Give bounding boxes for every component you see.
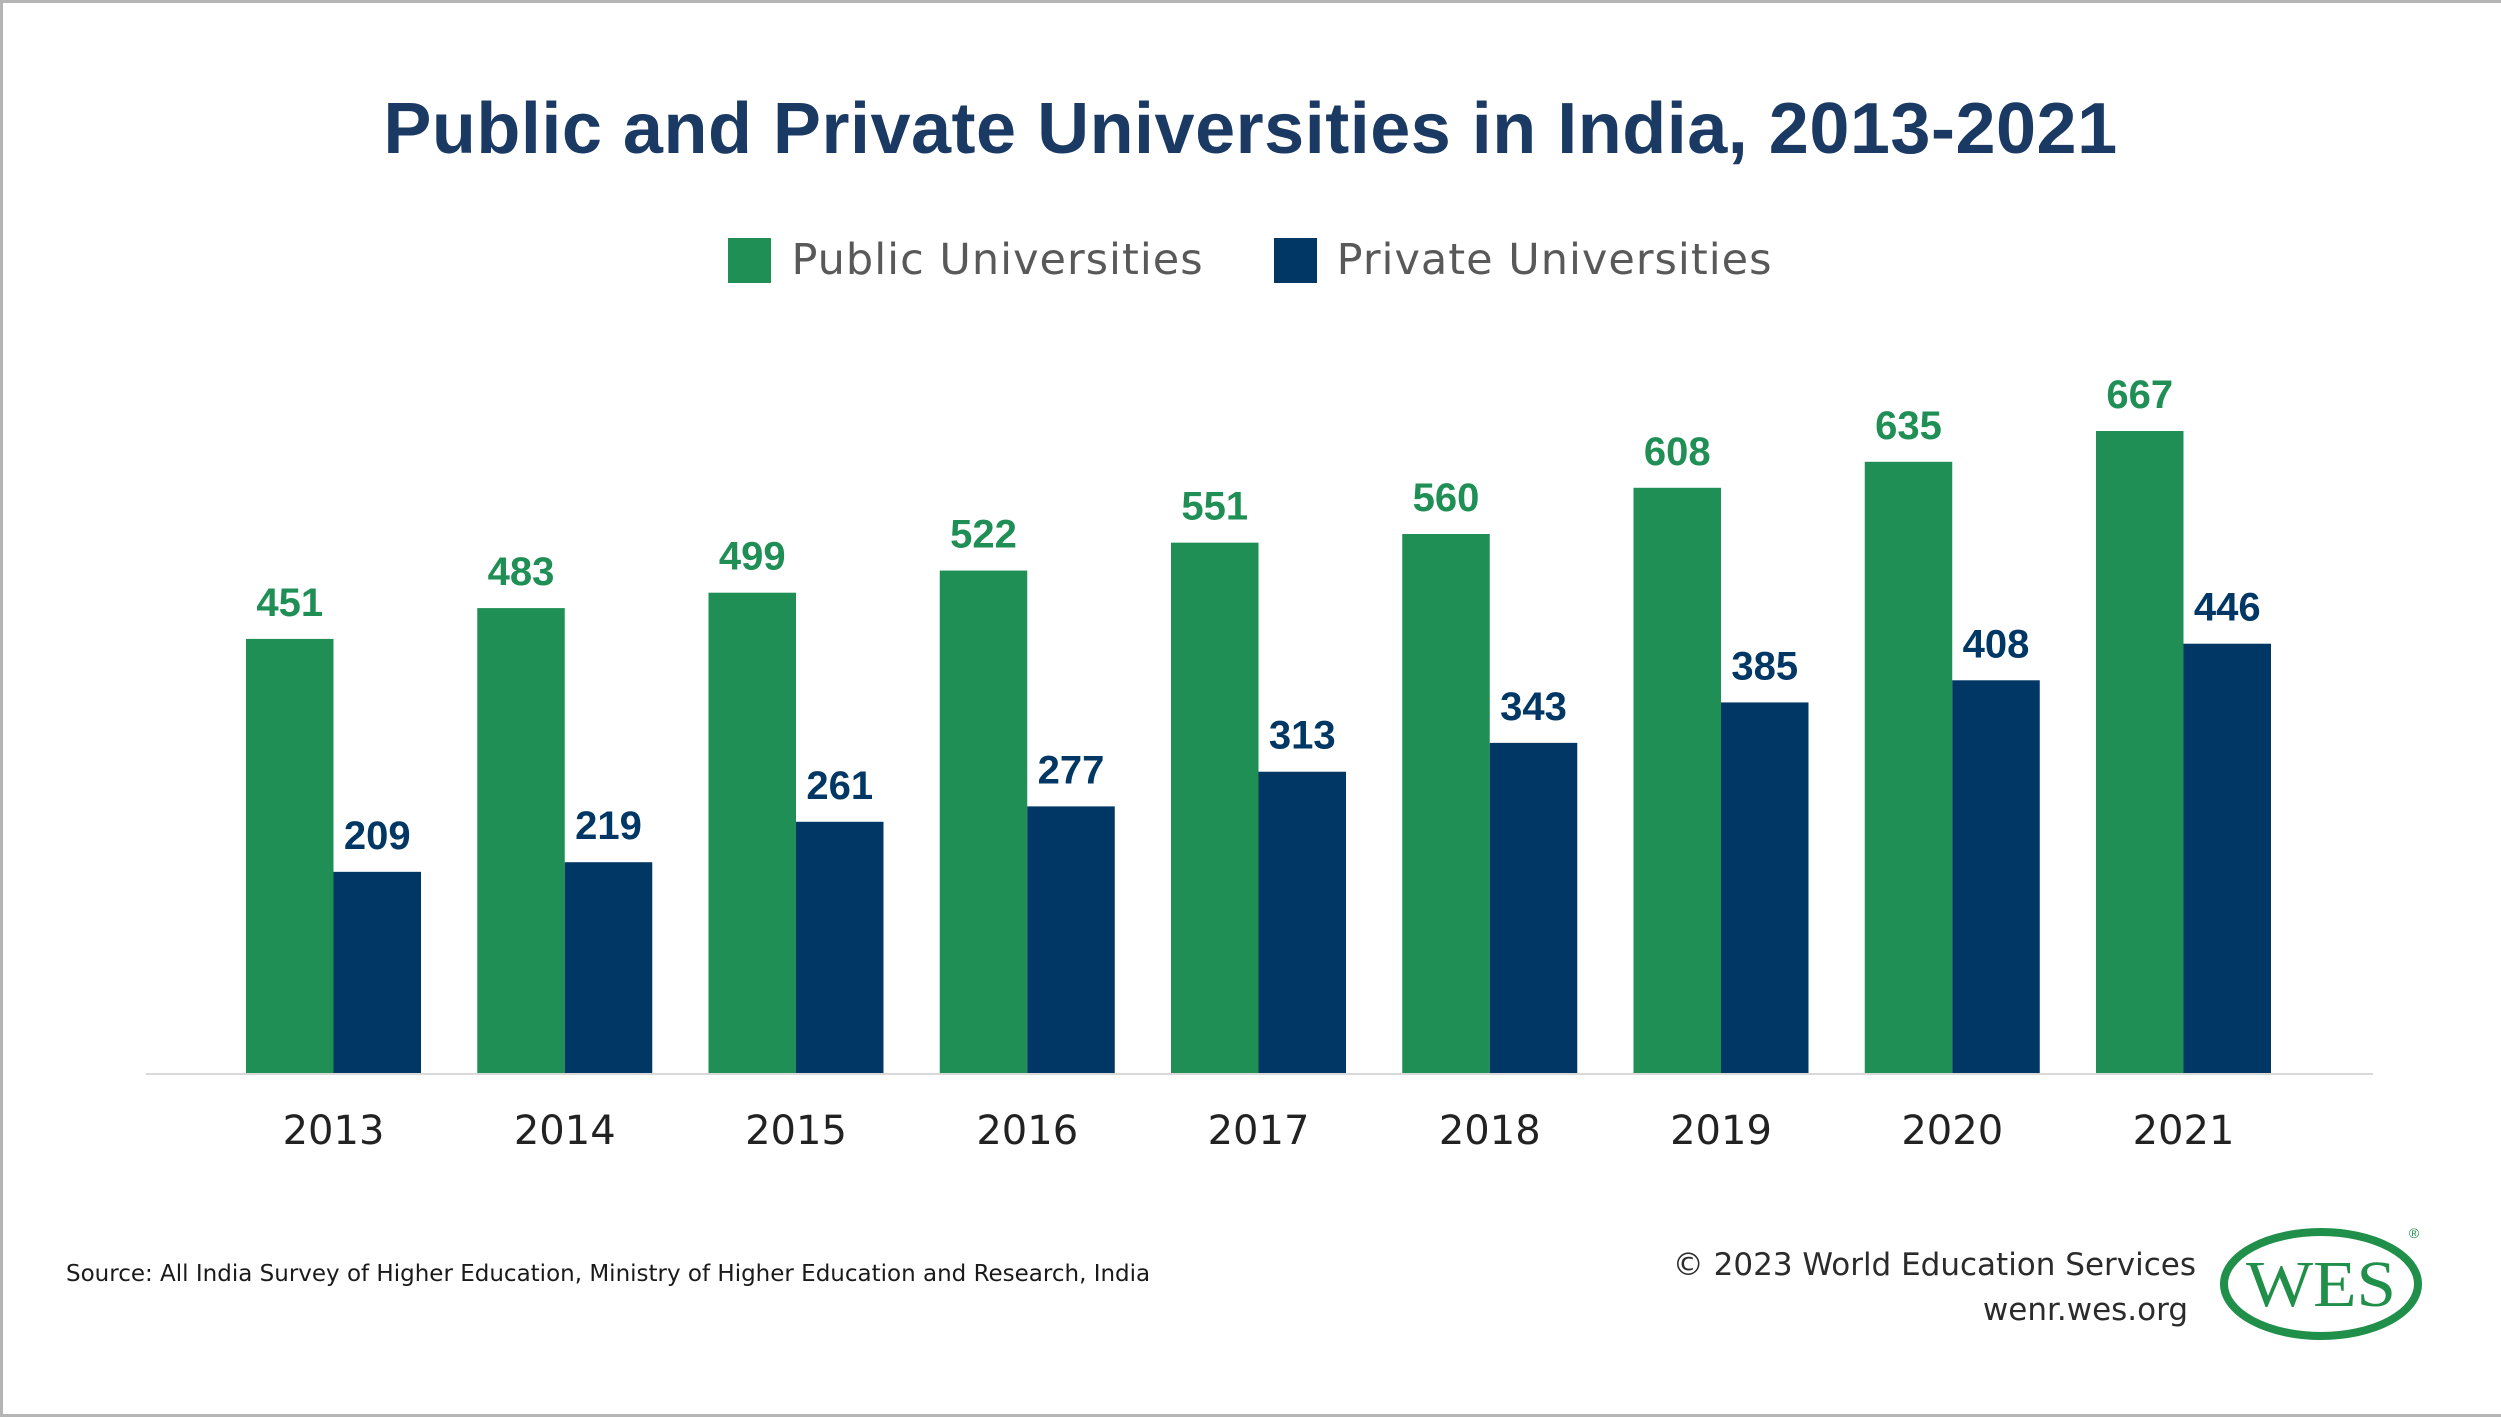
bar-public-2013 [246, 638, 334, 1073]
registered-mark-icon: ® [2409, 1225, 2420, 1241]
bar-private-2021 [2183, 643, 2271, 1073]
bar-public-2020 [1864, 461, 1953, 1073]
value-label-private-2020: 408 [1963, 622, 2030, 666]
x-tick-label-2018: 2018 [1439, 1108, 1541, 1154]
bar-private-2015 [796, 821, 884, 1073]
logo-text: WES [2246, 1248, 2396, 1321]
value-label-private-2017: 313 [1269, 714, 1336, 758]
value-label-public-2020: 635 [1875, 404, 1942, 448]
value-label-public-2017: 551 [1181, 485, 1248, 529]
value-label-public-2019: 608 [1644, 430, 1711, 474]
bar-private-2020 [1952, 680, 2040, 1073]
value-label-public-2014: 483 [488, 550, 555, 594]
wes-logo: WES ® [2220, 1225, 2422, 1340]
bar-private-2019 [1721, 702, 1809, 1073]
value-label-private-2016: 277 [1038, 748, 1105, 792]
legend-label-private: Private Universities [1336, 235, 1773, 285]
legend-item-public: Public Universities [728, 235, 1203, 285]
copyright-text: © 2023 World Education Services [1672, 1247, 2196, 1283]
x-tick-label-2020: 2020 [1901, 1108, 2003, 1154]
value-labels-layer: 451 209 483 219 499 261 522 277 551 313 560 343 608 3… [256, 373, 2260, 858]
bar-private-2018 [1489, 742, 1578, 1073]
legend-item-private: Private Universities [1273, 235, 1773, 285]
bar-private-2013 [333, 871, 421, 1073]
source-note: Source: All India Survey of Higher Educa… [66, 1261, 1151, 1287]
chart-legend: Public Universities Private Universities [0, 232, 2501, 288]
bar-private-2014 [564, 862, 653, 1073]
x-tick-label-2016: 2016 [976, 1108, 1078, 1154]
chart-title: Public and Private Universities in India… [383, 89, 2118, 169]
x-tick-label-2021: 2021 [2133, 1108, 2235, 1154]
legend-swatch-private [1273, 237, 1317, 283]
bar-public-2019 [1633, 487, 1721, 1074]
value-label-private-2018: 343 [1500, 685, 1567, 729]
bar-public-2014 [477, 608, 565, 1073]
x-tick-label-2014: 2014 [514, 1108, 616, 1154]
legend-swatch-public [728, 237, 772, 283]
bar-public-2016 [939, 570, 1028, 1073]
website-link[interactable]: wenr.wes.org [1982, 1292, 2188, 1328]
value-label-public-2015: 499 [719, 535, 786, 579]
bar-public-2018 [1402, 533, 1490, 1073]
value-label-private-2015: 261 [806, 764, 873, 808]
x-tick-label-2019: 2019 [1670, 1108, 1772, 1154]
value-label-private-2021: 446 [2194, 586, 2261, 630]
value-label-public-2018: 560 [1413, 476, 1480, 520]
bar-private-2017 [1258, 771, 1346, 1073]
bar-public-2017 [1171, 542, 1259, 1073]
value-label-public-2021: 667 [2106, 373, 2173, 417]
legend-label-public: Public Universities [791, 235, 1204, 285]
value-label-public-2016: 522 [950, 513, 1017, 557]
bar-public-2015 [708, 592, 796, 1073]
value-label-public-2013: 451 [256, 581, 323, 625]
bar-private-2016 [1027, 806, 1115, 1073]
x-tick-label-2017: 2017 [1208, 1108, 1310, 1154]
value-label-private-2019: 385 [1731, 644, 1798, 688]
credit-block: © 2023 World Education Services wenr.wes… [1673, 1243, 2196, 1333]
x-tick-label-2013: 2013 [283, 1108, 385, 1154]
x-tick-label-2015: 2015 [745, 1108, 847, 1154]
value-label-private-2013: 209 [344, 814, 411, 858]
bars-layer [246, 431, 2271, 1074]
value-label-private-2014: 219 [575, 804, 642, 848]
logo-ellipse [2220, 1228, 2422, 1340]
x-tick-labels-layer: 2013 2014 2015 2016 2017 2018 2019 2020 2021 [283, 1108, 2235, 1154]
bar-public-2021 [2096, 431, 2184, 1073]
